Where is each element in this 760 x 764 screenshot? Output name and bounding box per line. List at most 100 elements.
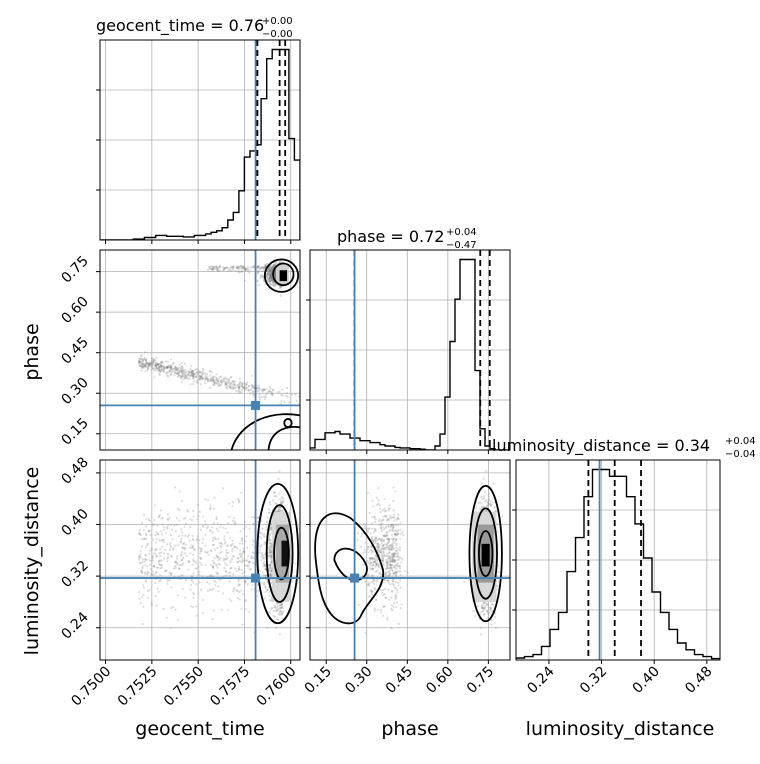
- sample-point: [192, 564, 194, 566]
- sample-point: [279, 498, 281, 500]
- sample-point: [151, 604, 153, 606]
- sample-point: [374, 542, 376, 544]
- sample-point: [181, 559, 183, 561]
- sample-point: [265, 526, 267, 528]
- sample-point: [142, 594, 144, 596]
- sample-point: [199, 378, 201, 380]
- sample-point: [261, 396, 263, 398]
- sample-point: [377, 487, 379, 489]
- sample-point: [170, 546, 172, 548]
- sample-point: [182, 557, 184, 559]
- sample-point: [175, 562, 177, 564]
- sample-point: [208, 266, 210, 268]
- sample-point: [269, 542, 271, 544]
- sample-point: [278, 506, 280, 508]
- sample-point: [230, 376, 232, 378]
- sample-point: [214, 557, 216, 559]
- sample-point: [402, 534, 404, 536]
- sample-point: [145, 359, 147, 361]
- sample-point: [257, 271, 259, 273]
- sample-point: [248, 561, 250, 563]
- sample-point: [213, 384, 215, 386]
- sample-point: [181, 362, 183, 364]
- sample-point: [251, 384, 253, 386]
- sample-point: [242, 593, 244, 595]
- sample-point: [190, 584, 192, 586]
- sample-point: [367, 562, 369, 564]
- sample-point: [394, 490, 396, 492]
- sample-point: [204, 564, 206, 566]
- title-phase-minus: −0.47: [446, 240, 477, 251]
- sample-point: [501, 515, 503, 517]
- sample-point: [166, 527, 168, 529]
- sample-point: [269, 595, 271, 597]
- sample-point: [197, 382, 199, 384]
- sample-point: [170, 607, 172, 609]
- sample-point: [147, 530, 149, 532]
- sample-point: [241, 383, 243, 385]
- sample-point: [170, 586, 172, 588]
- sample-point: [242, 543, 244, 545]
- sample-point: [246, 381, 248, 383]
- sample-point: [245, 560, 247, 562]
- sample-point: [154, 595, 156, 597]
- grid-luminosity_distance-luminosity_distance: [516, 460, 720, 660]
- title-geocent-time-plus: +0.00: [262, 16, 293, 27]
- xlabel-phase: phase: [381, 718, 438, 740]
- sample-point: [185, 523, 187, 525]
- sample-point: [164, 549, 166, 551]
- sample-point: [192, 377, 194, 379]
- sample-point: [262, 555, 264, 557]
- sample-point: [268, 555, 270, 557]
- sample-point: [264, 535, 266, 537]
- sample-point: [393, 602, 395, 604]
- sample-point: [224, 541, 226, 543]
- sample-point: [156, 555, 158, 557]
- sample-point: [246, 547, 248, 549]
- sample-point: [369, 533, 371, 535]
- sample-point: [163, 557, 165, 559]
- sample-point: [166, 617, 168, 619]
- sample-point: [216, 380, 218, 382]
- sample-point: [243, 387, 245, 389]
- sample-point: [485, 470, 487, 472]
- sample-point: [151, 570, 153, 572]
- sample-point: [232, 266, 234, 268]
- sample-point: [170, 367, 172, 369]
- sample-point: [185, 555, 187, 557]
- sample-point: [145, 361, 147, 363]
- sample-point: [245, 269, 247, 271]
- sample-point: [146, 573, 148, 575]
- sample-point: [154, 582, 156, 584]
- sample-point: [187, 568, 189, 570]
- sample-point: [201, 575, 203, 577]
- sample-point: [399, 529, 401, 531]
- sample-point: [145, 518, 147, 520]
- sample-point: [173, 547, 175, 549]
- sample-point: [166, 366, 168, 368]
- sample-point: [200, 529, 202, 531]
- sample-point: [150, 364, 152, 366]
- sample-point: [192, 573, 194, 575]
- sample-point: [142, 363, 144, 365]
- sample-point: [220, 524, 222, 526]
- sample-point: [247, 583, 249, 585]
- sample-point: [262, 557, 264, 559]
- sample-point: [239, 549, 241, 551]
- sample-point: [217, 522, 219, 524]
- sample-point: [187, 373, 189, 375]
- sample-point: [141, 522, 143, 524]
- sample-point: [159, 574, 161, 576]
- sample-point: [139, 358, 141, 360]
- sample-point: [393, 509, 395, 511]
- sample-point: [479, 501, 481, 503]
- sample-point: [259, 393, 261, 395]
- sample-point: [223, 567, 225, 569]
- sample-point: [149, 534, 151, 536]
- sample-point: [163, 365, 165, 367]
- sample-point: [232, 573, 234, 575]
- sample-point: [225, 558, 227, 560]
- sample-point: [272, 389, 274, 391]
- sample-point: [360, 546, 362, 548]
- sample-point: [170, 574, 172, 576]
